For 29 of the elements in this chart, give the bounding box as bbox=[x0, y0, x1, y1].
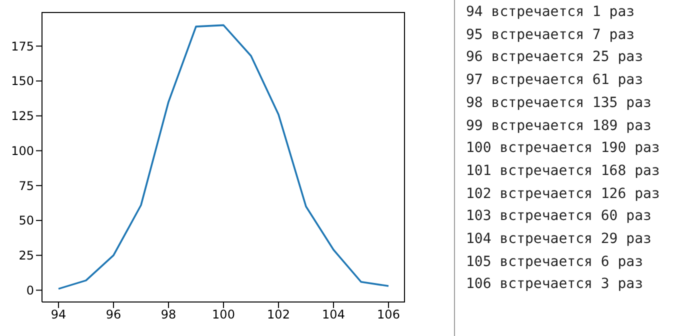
text: 99 встречается 189 раз bbox=[466, 116, 652, 136]
y-tick-label: 50 bbox=[18, 214, 34, 228]
y-tick-label: 150 bbox=[11, 74, 34, 88]
text: 106 встречается 3 раз bbox=[466, 275, 644, 294]
x-tick-label: 96 bbox=[106, 308, 122, 322]
x-tick-label: 106 bbox=[377, 308, 400, 322]
y-tick-label: 125 bbox=[11, 109, 34, 124]
text: 105 встречается 6 раз bbox=[466, 252, 644, 272]
x-tick-label: 98 bbox=[160, 308, 176, 322]
x-tick-label: 100 bbox=[212, 308, 235, 322]
y-tick-label: 25 bbox=[18, 248, 34, 263]
text: 103 встречается 60 раз bbox=[466, 207, 652, 226]
text: 102 встречается 126 раз bbox=[466, 184, 660, 204]
y-tick-label: 100 bbox=[11, 144, 34, 158]
line-series bbox=[58, 24, 390, 290]
text: 104 встречается 29 раз bbox=[466, 230, 652, 250]
text: 96 встречается 25 раз bbox=[466, 48, 644, 68]
text: 100 встречается 190 раз bbox=[466, 139, 660, 158]
text: 98 встречается 135 раз bbox=[466, 94, 652, 113]
x-tick-label: 94 bbox=[50, 308, 66, 322]
text: 101 встречается 168 раз bbox=[466, 162, 660, 181]
text: 97 встречается 61 раз bbox=[466, 71, 644, 90]
text: 94 встречается 1 раз bbox=[466, 3, 636, 22]
x-tick-label: 102 bbox=[267, 308, 290, 322]
x-tick-label: 104 bbox=[322, 308, 345, 322]
y-tick-label: 75 bbox=[18, 178, 34, 193]
y-tick-label: 0 bbox=[26, 283, 34, 298]
y-tick-label: 175 bbox=[11, 39, 34, 54]
text: 95 встречается 7 раз bbox=[466, 26, 636, 45]
